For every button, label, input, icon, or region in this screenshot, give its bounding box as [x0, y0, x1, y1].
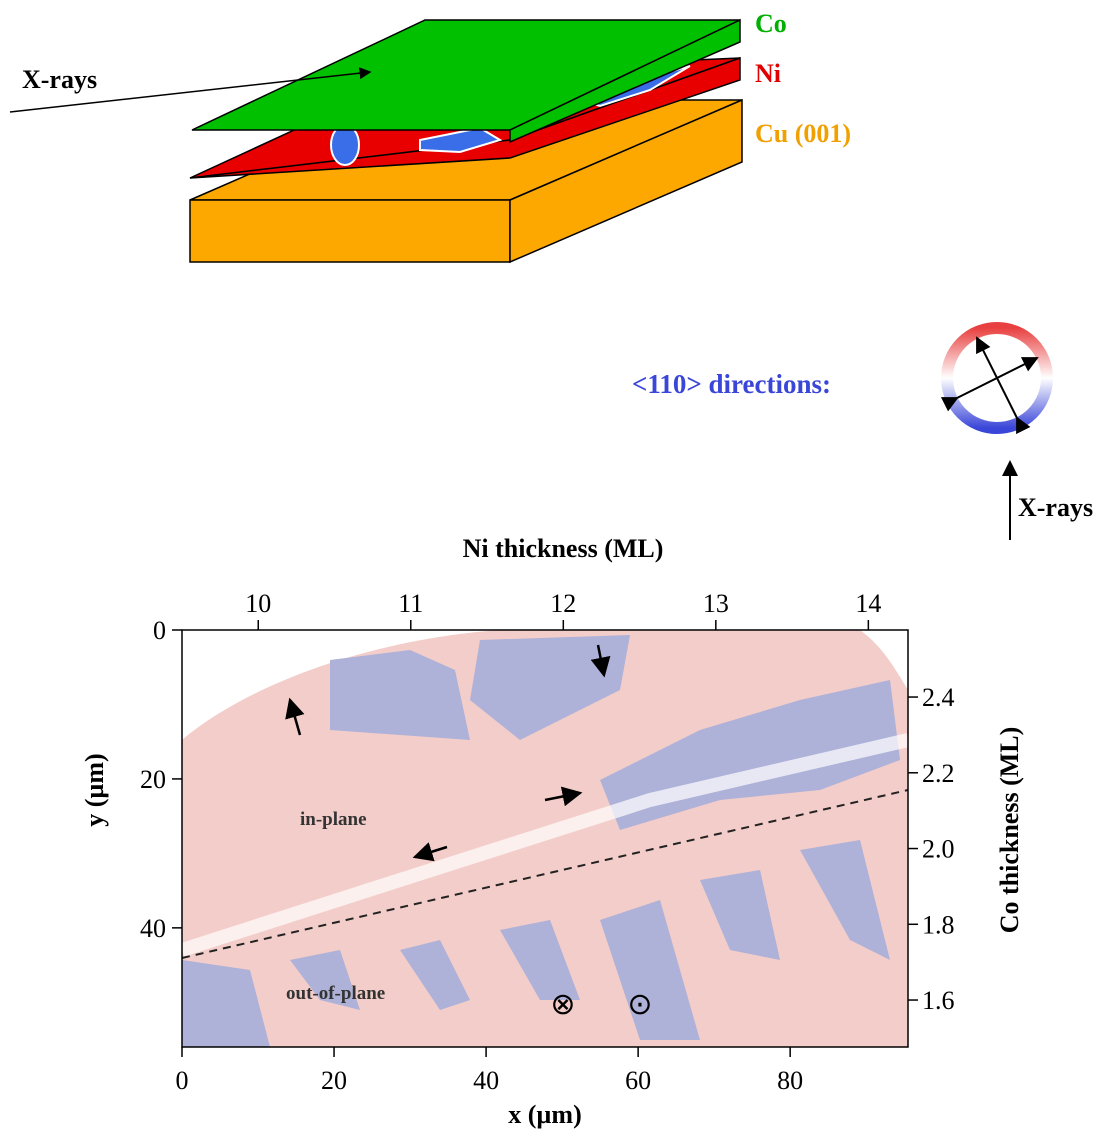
annotation: out-of-plane [286, 983, 385, 1004]
beam-label: X-rays [22, 65, 97, 94]
axis-title: Ni thickness (ML) [463, 534, 664, 563]
tick-label: 12 [550, 589, 576, 618]
tick-label: 20 [140, 765, 166, 794]
tick-label: 80 [777, 1066, 803, 1095]
tick-label: 1.8 [922, 910, 955, 939]
schematic [10, 20, 742, 262]
tick-label: 14 [855, 589, 881, 618]
tick-label: 11 [398, 589, 423, 618]
tick-label: 20 [321, 1066, 347, 1095]
tick-label: 60 [625, 1066, 651, 1095]
layer-label: Cu (001) [755, 119, 851, 148]
tick-label: 10 [245, 589, 271, 618]
directions-label: <110> directions: [632, 369, 831, 399]
layer-label: Co [755, 9, 787, 38]
annotation: in-plane [300, 809, 367, 830]
tick-label: 2.0 [922, 835, 955, 864]
figure: X-rays Co Ni Cu (001) <110> directions: … [0, 0, 1114, 1142]
axis-title: Co thickness (ML) [995, 727, 1024, 934]
tick-label: 0 [153, 616, 166, 645]
tick-label: 40 [140, 914, 166, 943]
tick-label: 0 [176, 1066, 189, 1095]
layer-label: Ni [755, 59, 781, 88]
tick-label: 2.4 [922, 683, 955, 712]
axis-title: y (µm) [80, 753, 109, 826]
axis-title: x (µm) [508, 1100, 581, 1129]
tick-label: 40 [473, 1066, 499, 1095]
symbol: ⊙ [627, 988, 652, 1021]
beam-label: X-rays [1018, 493, 1093, 522]
tick-label: 1.6 [922, 986, 955, 1015]
symbol: ⊗ [550, 988, 575, 1021]
tick-label: 13 [703, 589, 729, 618]
tick-label: 2.2 [922, 759, 955, 788]
